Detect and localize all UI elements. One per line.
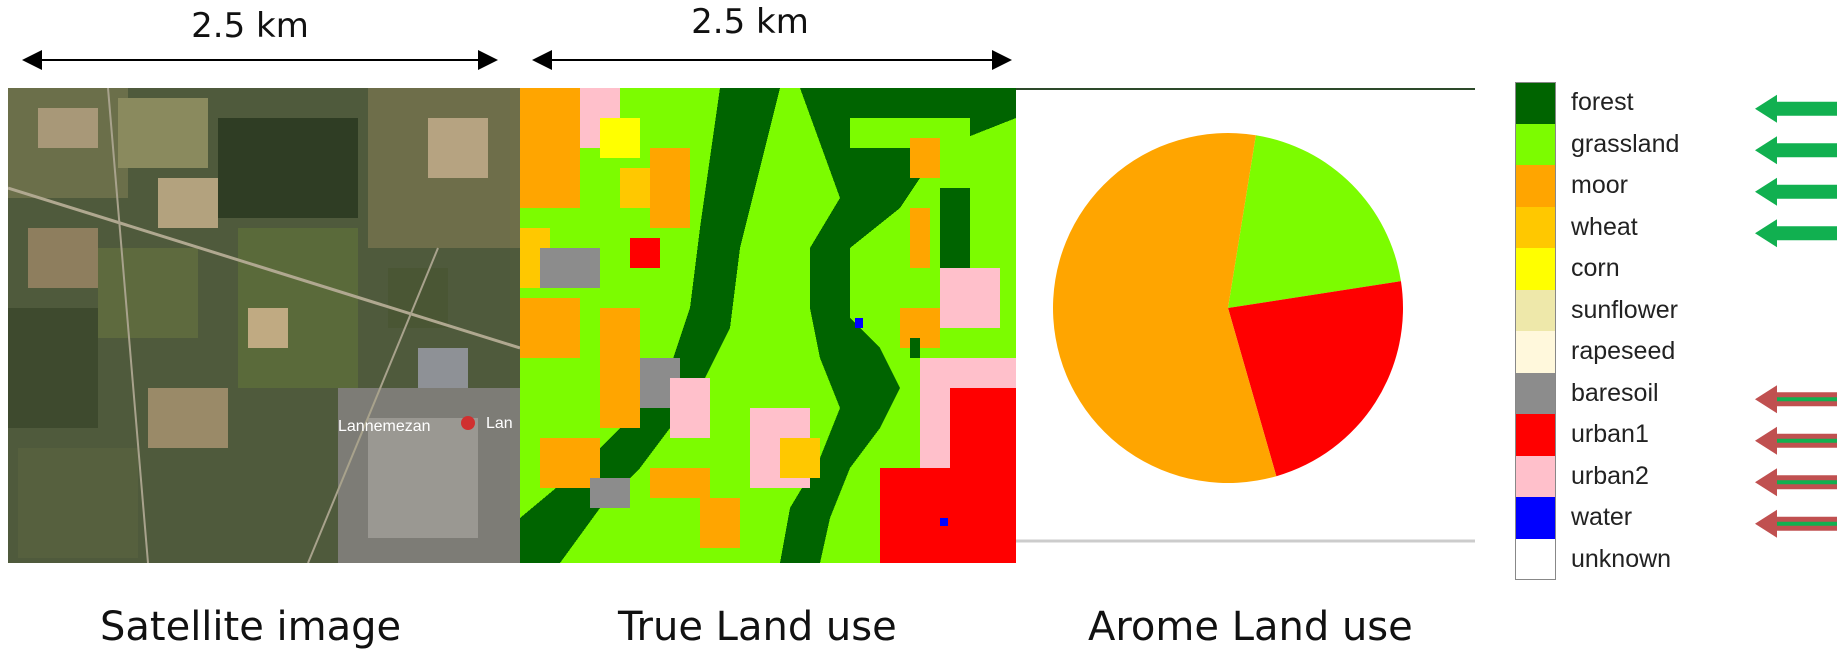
legend-border: [1515, 82, 1556, 580]
legend-arrow-moor-green: [1755, 177, 1837, 206]
legend-label: corn: [1571, 254, 1620, 282]
caption-arome-land-use: Arome Land use: [1088, 604, 1413, 650]
true-land-use-map: [520, 88, 1016, 563]
satellite-town-label: Lannemezan: [338, 418, 431, 435]
legend-label: baresoil: [1571, 378, 1659, 407]
legend-item-water: water: [1515, 497, 1837, 539]
legend-swatch: [1515, 123, 1556, 165]
legend-swatch: [1515, 372, 1556, 414]
scale-label-left: 2.5 km: [191, 6, 309, 46]
legend-swatch: [1515, 206, 1556, 248]
legend-item-sunflower: sunflower: [1515, 289, 1837, 331]
scale-bar-middle: [532, 50, 1012, 70]
legend-item-rapeseed: rapeseed: [1515, 331, 1837, 373]
legend-label: sunflower: [1571, 295, 1678, 324]
legend-arrows: [1755, 94, 1837, 538]
legend-item-corn: corn: [1515, 248, 1837, 290]
scale-bar-left: [22, 50, 498, 70]
legend-item-forest: forest: [1515, 82, 1837, 124]
arome-pie-chart: [1053, 132, 1403, 483]
legend-item-unknown: unknown: [1515, 538, 1837, 580]
legend-swatch: [1515, 331, 1556, 373]
legend-item-moor: moor: [1515, 165, 1837, 207]
pie-slice-grassland: [1228, 135, 1401, 308]
legend-swatch: [1515, 82, 1556, 124]
legend-swatch: [1515, 414, 1556, 456]
legend-swatch: [1515, 248, 1556, 290]
caption-satellite-image: Satellite image: [100, 604, 402, 650]
legend-label: rapeseed: [1571, 337, 1676, 365]
legend-swatch: [1515, 289, 1556, 331]
legend-arrow-urban2-red: [1755, 468, 1837, 497]
legend-arrow-wheat-green: [1755, 219, 1837, 248]
pie-slice-moor: [1053, 132, 1277, 483]
pie-slice-urban1: [1228, 281, 1403, 477]
legend-label: urban2: [1571, 461, 1649, 490]
caption-true-land-use: True Land use: [618, 604, 897, 650]
legend-item-urban1: urban1: [1515, 414, 1837, 456]
legend-swatch: [1515, 455, 1556, 497]
satellite-town-label-clipped: Lan: [486, 415, 513, 432]
legend-arrow-baresoil-red: [1755, 385, 1837, 414]
scale-label-middle: 2.5 km: [691, 2, 809, 42]
legend-item-baresoil: baresoil: [1515, 372, 1837, 414]
arome-land-use-panel: [1016, 88, 1475, 543]
legend-item-urban2: urban2: [1515, 455, 1837, 497]
legend-label: urban1: [1571, 420, 1649, 448]
legend-swatch: [1515, 538, 1556, 580]
legend-arrow-grassland-green: [1755, 136, 1837, 165]
legend-label: grassland: [1571, 129, 1680, 158]
legend-item-wheat: wheat: [1515, 206, 1837, 248]
legend-label: forest: [1571, 88, 1634, 116]
legend-label: wheat: [1571, 212, 1638, 241]
satellite-image: Lannemezan Lan: [8, 88, 520, 563]
legend-label: water: [1571, 503, 1633, 531]
legend-arrow-urban1-red: [1755, 426, 1837, 455]
legend-swatch: [1515, 165, 1556, 207]
legend-label: moor: [1571, 171, 1628, 199]
legend-arrow-forest-green: [1755, 94, 1837, 123]
legend-arrow-water-red: [1755, 509, 1837, 538]
legend-item-grassland: grassland: [1515, 123, 1837, 165]
legend-label: unknown: [1571, 544, 1672, 573]
legend-swatch: [1515, 497, 1556, 539]
